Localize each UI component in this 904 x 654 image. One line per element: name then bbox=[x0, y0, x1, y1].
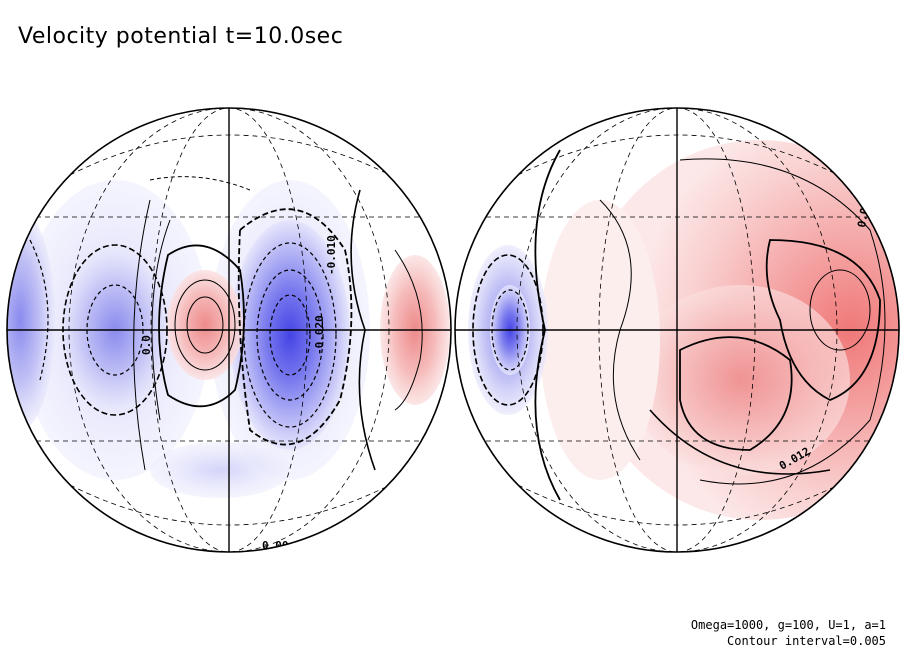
label-left-minus: -0.010 bbox=[325, 235, 338, 275]
footer-interval: Contour interval=0.005 bbox=[727, 634, 886, 648]
left-globe-outline bbox=[6, 107, 452, 553]
right-globe: 0.012 0.00 bbox=[455, 108, 899, 552]
plot-title: Velocity potential t=10.0sec bbox=[18, 24, 344, 49]
footer-params: Omega=1000, g=100, U=1, a=1 bbox=[690, 618, 886, 632]
footer-info: Omega=1000, g=100, U=1, a=1 Contour inte… bbox=[691, 617, 886, 649]
left-globe: 0.0 0.00 -0.010 -0.020 bbox=[7, 108, 451, 552]
label-left-center: 0.0 bbox=[140, 335, 153, 355]
label-left-minus2: -0.020 bbox=[313, 315, 326, 355]
right-globe-outline bbox=[454, 107, 900, 553]
